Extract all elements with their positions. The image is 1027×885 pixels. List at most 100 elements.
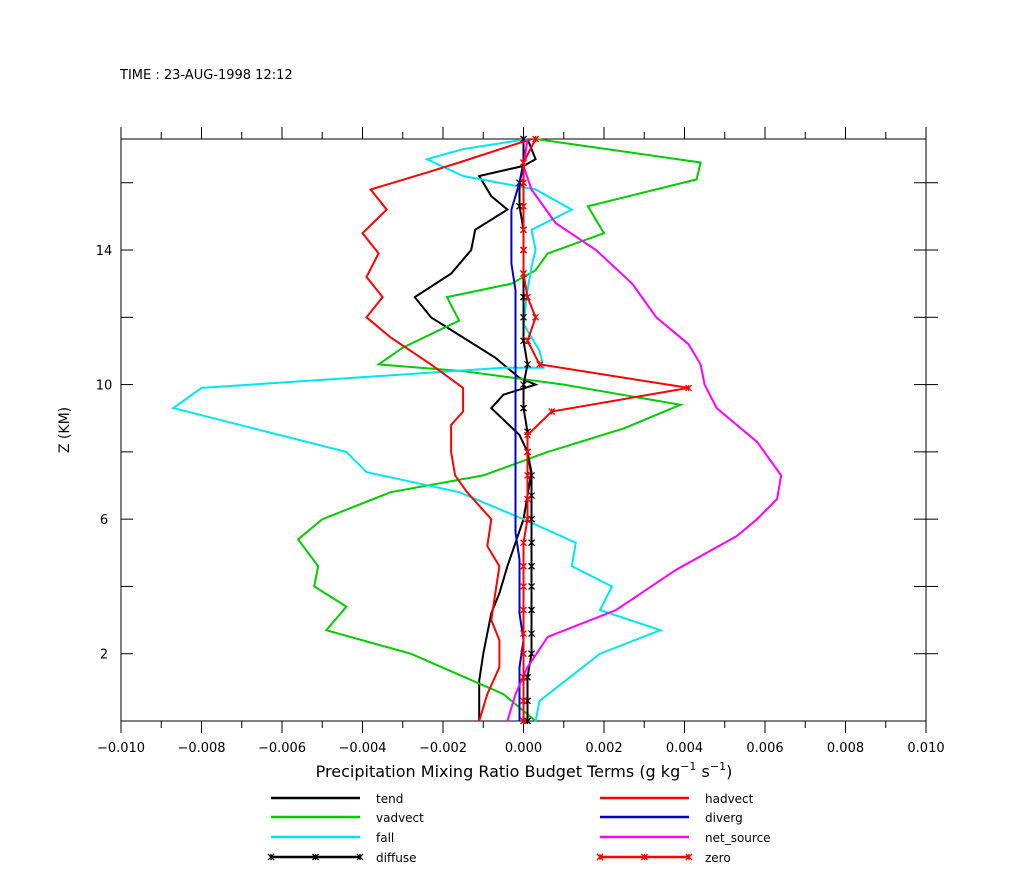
legend-label: zero [705,851,731,865]
legend-label: hadvect [705,792,754,806]
series-fall [170,138,664,722]
point-marker-zero [520,270,527,278]
x-tick-label: 0.000 [505,741,542,756]
x-tick-label: −0.004 [338,741,386,756]
point-marker-diffuse [528,539,536,547]
legend-marker [267,853,275,861]
y-tick-label: 6 [100,513,108,528]
x-tick-label: 0.002 [585,741,622,756]
series-line-fall [170,138,664,722]
point-marker-zero [520,697,527,705]
point-marker-zero [524,471,531,479]
legend-item-net_source: net_source [600,831,771,845]
series-vadvect [296,138,702,722]
legend-item-vadvect: vadvect [271,811,424,825]
point-marker-zero [524,495,531,503]
point-marker-zero [520,202,527,210]
legend-marker [356,853,364,861]
x-tick-label: −0.010 [97,741,145,756]
series-layer [170,135,783,725]
series-line-tend [413,138,539,721]
x-tick-label: 0.010 [907,741,944,756]
point-marker-zero [520,179,527,187]
legend-marker [312,853,319,861]
y-tick-label: 2 [100,648,108,663]
x-axis-label: Precipitation Mixing Ratio Budget Terms … [316,760,733,781]
series-zero [520,135,692,725]
point-marker-diffuse [528,606,536,614]
x-tick-label: −0.008 [177,741,225,756]
y-axis-label: Z (KM) [57,407,73,453]
legend-marker [641,853,648,861]
point-marker-zero [524,515,531,523]
legend-item-diffuse: diffuse [267,851,416,865]
chart-title: TIME : 23-AUG-1998 12:12 [119,68,293,83]
point-marker-diffuse [520,381,527,389]
point-marker-zero [520,606,527,614]
legend-label: tend [376,792,403,806]
point-marker-diffuse [528,650,536,658]
point-marker-zero [524,448,531,456]
point-marker-zero [520,159,527,167]
point-marker-diffuse [528,562,536,570]
y-tick-label: 10 [96,379,113,394]
legend-item-diverg: diverg [600,811,743,825]
x-tick-label: −0.002 [419,741,467,756]
x-axis-label-main: Precipitation Mixing Ratio Budget Terms … [316,762,681,781]
series-diverg [510,138,529,721]
point-marker-zero [520,717,527,725]
legend-item-fall: fall [271,831,394,845]
x-axis-label-end: ) [726,762,732,781]
legend-label: vadvect [376,811,424,825]
point-marker-zero [520,226,527,234]
x-tick-label: 0.004 [666,741,703,756]
point-marker-zero [520,539,527,547]
point-marker-zero [548,408,556,415]
legend-label: diffuse [376,851,416,865]
legend-item-hadvect: hadvect [600,792,754,806]
point-marker-zero [524,431,531,439]
point-marker-zero [524,293,531,301]
legend-label: fall [376,831,394,845]
point-marker-zero [520,246,527,254]
point-marker-zero [520,673,527,681]
point-marker-zero [536,360,544,368]
y-axis: 2 6 10 14 [96,182,938,663]
point-marker-diffuse [524,360,531,368]
series-line-net_source [506,138,783,722]
legend-label: diverg [705,811,743,825]
x-axis-label-exp1: −1 [680,760,696,773]
series-line-diverg [510,138,529,721]
x-tick-label: 0.008 [827,741,864,756]
series-line-hadvect [361,138,532,722]
legend-item-tend: tend [271,792,403,806]
point-marker-zero [685,384,692,392]
legend: tend vadvect fall diffuse hadvect diverg net_s… [267,792,771,865]
legend-marker [596,853,604,861]
point-marker-zero [520,630,527,637]
point-marker-zero [524,337,531,345]
x-tick-label: 0.006 [746,741,783,756]
point-marker-zero [520,650,527,658]
point-marker-zero [532,135,540,143]
x-tick-label: −0.006 [258,741,306,756]
legend-marker [685,853,693,861]
point-marker-diffuse [520,404,527,412]
legend-label: net_source [705,831,771,845]
x-axis: −0.010 −0.008 −0.006 −0.004 −0.002 0.000 0.002… [97,127,945,756]
x-axis-label-mid: s [696,762,709,781]
point-marker-diffuse [528,582,536,590]
series-hadvect [361,138,532,722]
point-marker-diffuse [520,313,527,321]
x-axis-label-exp2: −1 [710,760,726,773]
point-marker-zero [532,313,540,321]
legend-item-zero: zero [596,851,731,865]
series-net_source [506,138,783,722]
series-line-vadvect [296,138,702,722]
series-tend [413,138,539,721]
series-line-zero [522,138,689,721]
point-marker-zero [520,562,527,570]
point-marker-diffuse [528,630,536,637]
y-tick-label: 14 [96,244,113,259]
